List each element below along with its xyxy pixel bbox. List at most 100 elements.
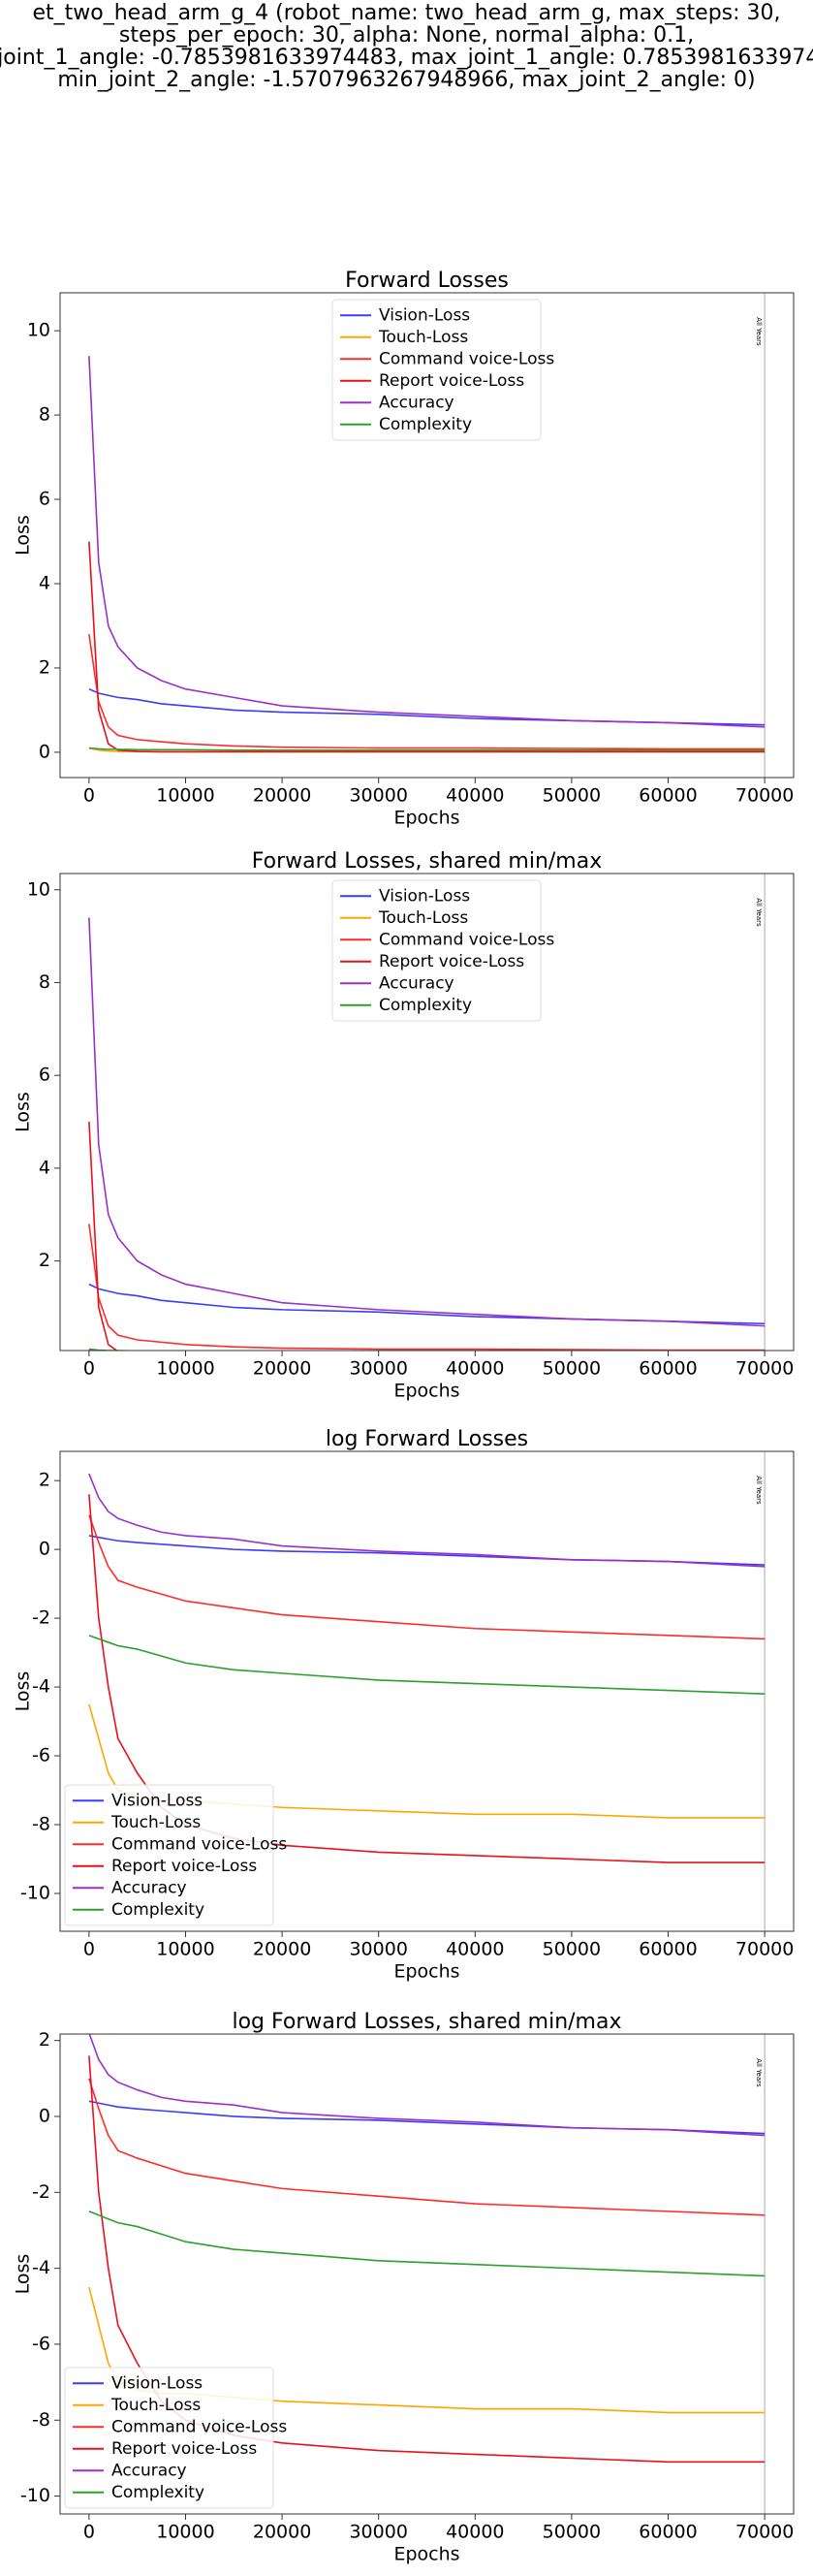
x-tick-label: 10000: [156, 1358, 214, 1380]
x-tick-label: 60000: [639, 785, 697, 807]
x-tick-label: 10000: [156, 2522, 214, 2543]
y-tick-label: -4: [32, 1676, 50, 1698]
legend-label: Report voice-Loss: [111, 2439, 257, 2459]
series-line: [88, 634, 766, 750]
y-tick-label: -4: [32, 2257, 50, 2278]
y-tick-label: -6: [32, 2333, 50, 2354]
reference-label: All Years: [755, 1476, 763, 1505]
page-title: et_two_head_arm_g_4 (robot_name: two_hea…: [32, 1, 780, 25]
series-line: [88, 1122, 118, 1351]
y-tick-label: 8: [39, 404, 50, 426]
x-tick-label: 70000: [735, 785, 794, 807]
page-title: min_joint_1_angle: -0.7853981633974483, …: [0, 46, 813, 70]
axes-frame: [59, 873, 795, 1352]
x-tick-label: 30000: [349, 785, 407, 807]
series-line: [88, 1473, 766, 1568]
y-tick-label: 2: [39, 1250, 50, 1271]
y-tick-label: 8: [39, 971, 50, 993]
y-tick-label: 6: [39, 1065, 50, 1086]
legend-label: Vision-Loss: [111, 2373, 203, 2393]
plot-area: [88, 293, 766, 778]
series-line: [88, 2034, 766, 2137]
legend-label: Accuracy: [111, 2461, 187, 2480]
legend-label: Command voice-Loss: [379, 349, 554, 368]
legend-label: Report voice-Loss: [111, 1857, 257, 1876]
legend: Vision-Loss Touch-Loss Command voice-Loss R…: [64, 2367, 287, 2509]
reference-label: All Years: [755, 2058, 763, 2087]
y-axis-label: Loss: [13, 1092, 34, 1132]
legend-box: [331, 299, 542, 441]
y-tick-label: -6: [32, 1745, 50, 1766]
y-tick-label: -8: [32, 2409, 50, 2431]
y-tick-label: -2: [32, 2181, 50, 2203]
axes-frame: [59, 292, 795, 779]
x-tick-label: 60000: [639, 1358, 697, 1380]
axes-frame: [59, 2033, 795, 2515]
x-tick-label: 0: [83, 1939, 95, 1960]
chart: log Forward Losses, shared min/max Epochs…: [13, 2010, 795, 2565]
legend-label: Vision-Loss: [379, 305, 470, 325]
series-line: [88, 2210, 766, 2277]
x-tick-label: 40000: [446, 1939, 504, 1960]
x-tick-label: 40000: [446, 2522, 504, 2543]
x-tick-label: 70000: [735, 1358, 794, 1380]
x-tick-label: 40000: [446, 1358, 504, 1380]
x-tick-label: 50000: [543, 1358, 601, 1380]
plot-area: [88, 1451, 766, 1931]
y-tick-label: -10: [20, 1882, 50, 1903]
y-tick-label: -10: [20, 2485, 50, 2506]
page-title: steps_per_epoch: 30, alpha: None, normal…: [119, 23, 694, 48]
x-tick-label: 50000: [543, 2522, 601, 2543]
reference-label: All Years: [755, 898, 763, 927]
y-tick-label: 2: [39, 2029, 50, 2051]
x-tick-label: 0: [83, 2522, 95, 2543]
legend-label: Command voice-Loss: [111, 1834, 287, 1854]
x-tick-label: 10000: [156, 785, 214, 807]
chart: Forward Losses Epochs Loss 0 10000 20000 30000…: [13, 269, 795, 829]
x-tick-label: 60000: [639, 2522, 697, 2543]
legend-label: Accuracy: [111, 1878, 187, 1897]
y-tick-label: 2: [39, 1470, 50, 1491]
legend-label: Complexity: [111, 2483, 204, 2502]
x-tick-label: 70000: [735, 2522, 794, 2543]
reference-label: All Years: [755, 317, 763, 346]
series-line: [88, 747, 766, 751]
y-tick-label: -2: [32, 1607, 50, 1629]
x-tick-label: 50000: [543, 785, 601, 807]
legend-label: Report voice-Loss: [379, 371, 524, 391]
legend-label: Complexity: [379, 415, 472, 434]
y-tick-label: 10: [27, 878, 50, 900]
x-axis-label: Epochs: [393, 1961, 459, 1983]
legend: Vision-Loss Touch-Loss Command voice-Loss R…: [331, 299, 554, 441]
x-tick-label: 60000: [639, 1939, 697, 1960]
y-tick-label: 0: [39, 1539, 50, 1560]
y-axis-label: Loss: [13, 2254, 34, 2295]
series-line: [88, 2078, 766, 2216]
legend-label: Touch-Loss: [110, 1813, 201, 1832]
x-tick-label: 30000: [349, 1939, 407, 1960]
y-tick-label: 10: [27, 320, 50, 341]
x-axis-label: Epochs: [393, 1381, 459, 1402]
chart-title: Forward Losses, shared min/max: [252, 849, 602, 874]
x-tick-label: 70000: [735, 1939, 794, 1960]
y-axis-label: Loss: [13, 515, 34, 556]
legend-label: Touch-Loss: [378, 328, 468, 347]
x-tick-label: 20000: [253, 2522, 311, 2543]
x-tick-label: 0: [83, 1358, 95, 1380]
x-tick-label: 40000: [446, 785, 504, 807]
legend-label: Command voice-Loss: [111, 2417, 287, 2436]
x-tick-label: 50000: [543, 1939, 601, 1960]
legend-label: Touch-Loss: [110, 2396, 201, 2415]
y-tick-label: 4: [39, 573, 50, 594]
legend-label: Accuracy: [379, 973, 454, 993]
y-tick-label: 0: [39, 2105, 50, 2126]
series-line: [88, 541, 766, 753]
series-line: [88, 1635, 766, 1695]
y-tick-label: 2: [39, 656, 50, 678]
series-line: [88, 1224, 766, 1351]
legend-label: Report voice-Loss: [379, 952, 524, 971]
x-tick-label: 10000: [156, 1939, 214, 1960]
series-line: [88, 1514, 766, 1640]
